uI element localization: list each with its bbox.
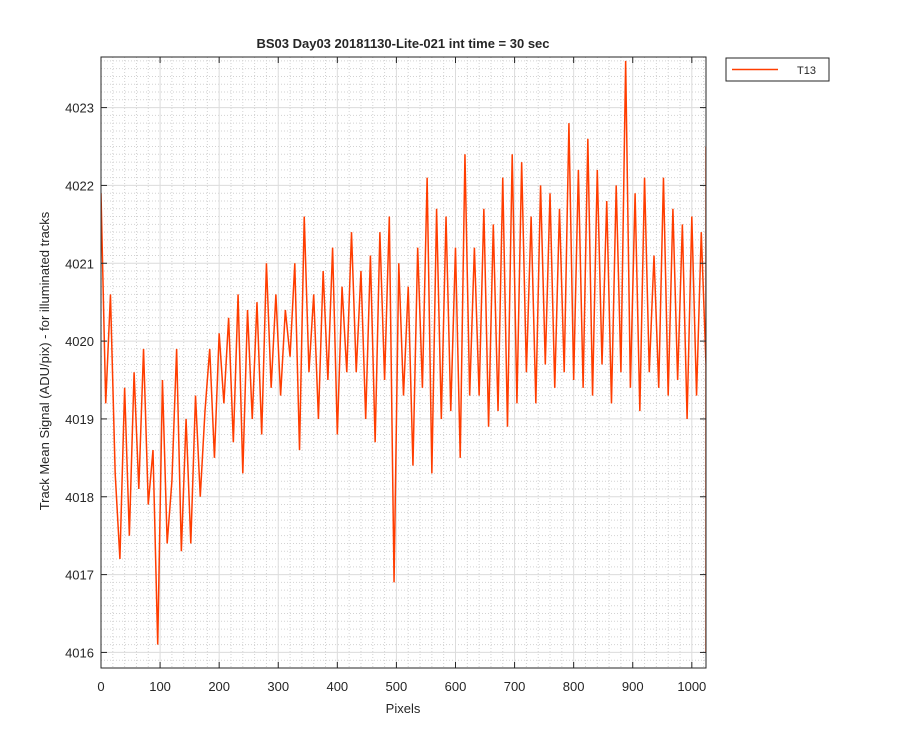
y-tick-label: 4020 <box>65 334 94 349</box>
x-tick-label: 600 <box>445 679 467 694</box>
x-tick-label: 900 <box>622 679 644 694</box>
y-tick-label: 4021 <box>65 256 94 271</box>
x-axis-label: Pixels <box>386 701 421 716</box>
y-tick-label: 4023 <box>65 101 94 116</box>
x-tick-label: 800 <box>563 679 585 694</box>
legend: T13 <box>725 57 830 82</box>
x-tick-label: 400 <box>326 679 348 694</box>
series-line-t13 <box>101 60 706 653</box>
x-tick-label: 700 <box>504 679 526 694</box>
axes-box <box>100 56 707 669</box>
x-tick-label: 500 <box>386 679 408 694</box>
x-tick-label: 100 <box>149 679 171 694</box>
plot-data <box>101 60 706 653</box>
x-tick-label: 300 <box>267 679 289 694</box>
legend-label-t13: T13 <box>797 65 816 77</box>
minor-grid <box>101 57 706 669</box>
x-tick-labels: 0 100 200 300 400 500 600 700 800 900 1000 <box>97 679 706 694</box>
y-tick-labels: 4016 4017 4018 4019 4020 4021 4022 4023 <box>65 101 94 661</box>
y-tick-label: 4019 <box>65 412 94 427</box>
x-tick-label: 1000 <box>677 679 706 694</box>
y-tick-label: 4016 <box>65 645 94 660</box>
axis-ticks <box>100 57 706 668</box>
x-tick-label: 200 <box>208 679 230 694</box>
y-tick-label: 4018 <box>65 490 94 505</box>
y-tick-label: 4022 <box>65 178 94 193</box>
y-axis-label: Track Mean Signal (ADU/pix) - for illumi… <box>37 211 52 510</box>
major-grid <box>100 57 706 668</box>
y-tick-label: 4017 <box>65 568 94 583</box>
x-tick-label: 0 <box>97 679 104 694</box>
chart-title: BS03 Day03 20181130-Lite-021 int time = … <box>256 36 549 51</box>
